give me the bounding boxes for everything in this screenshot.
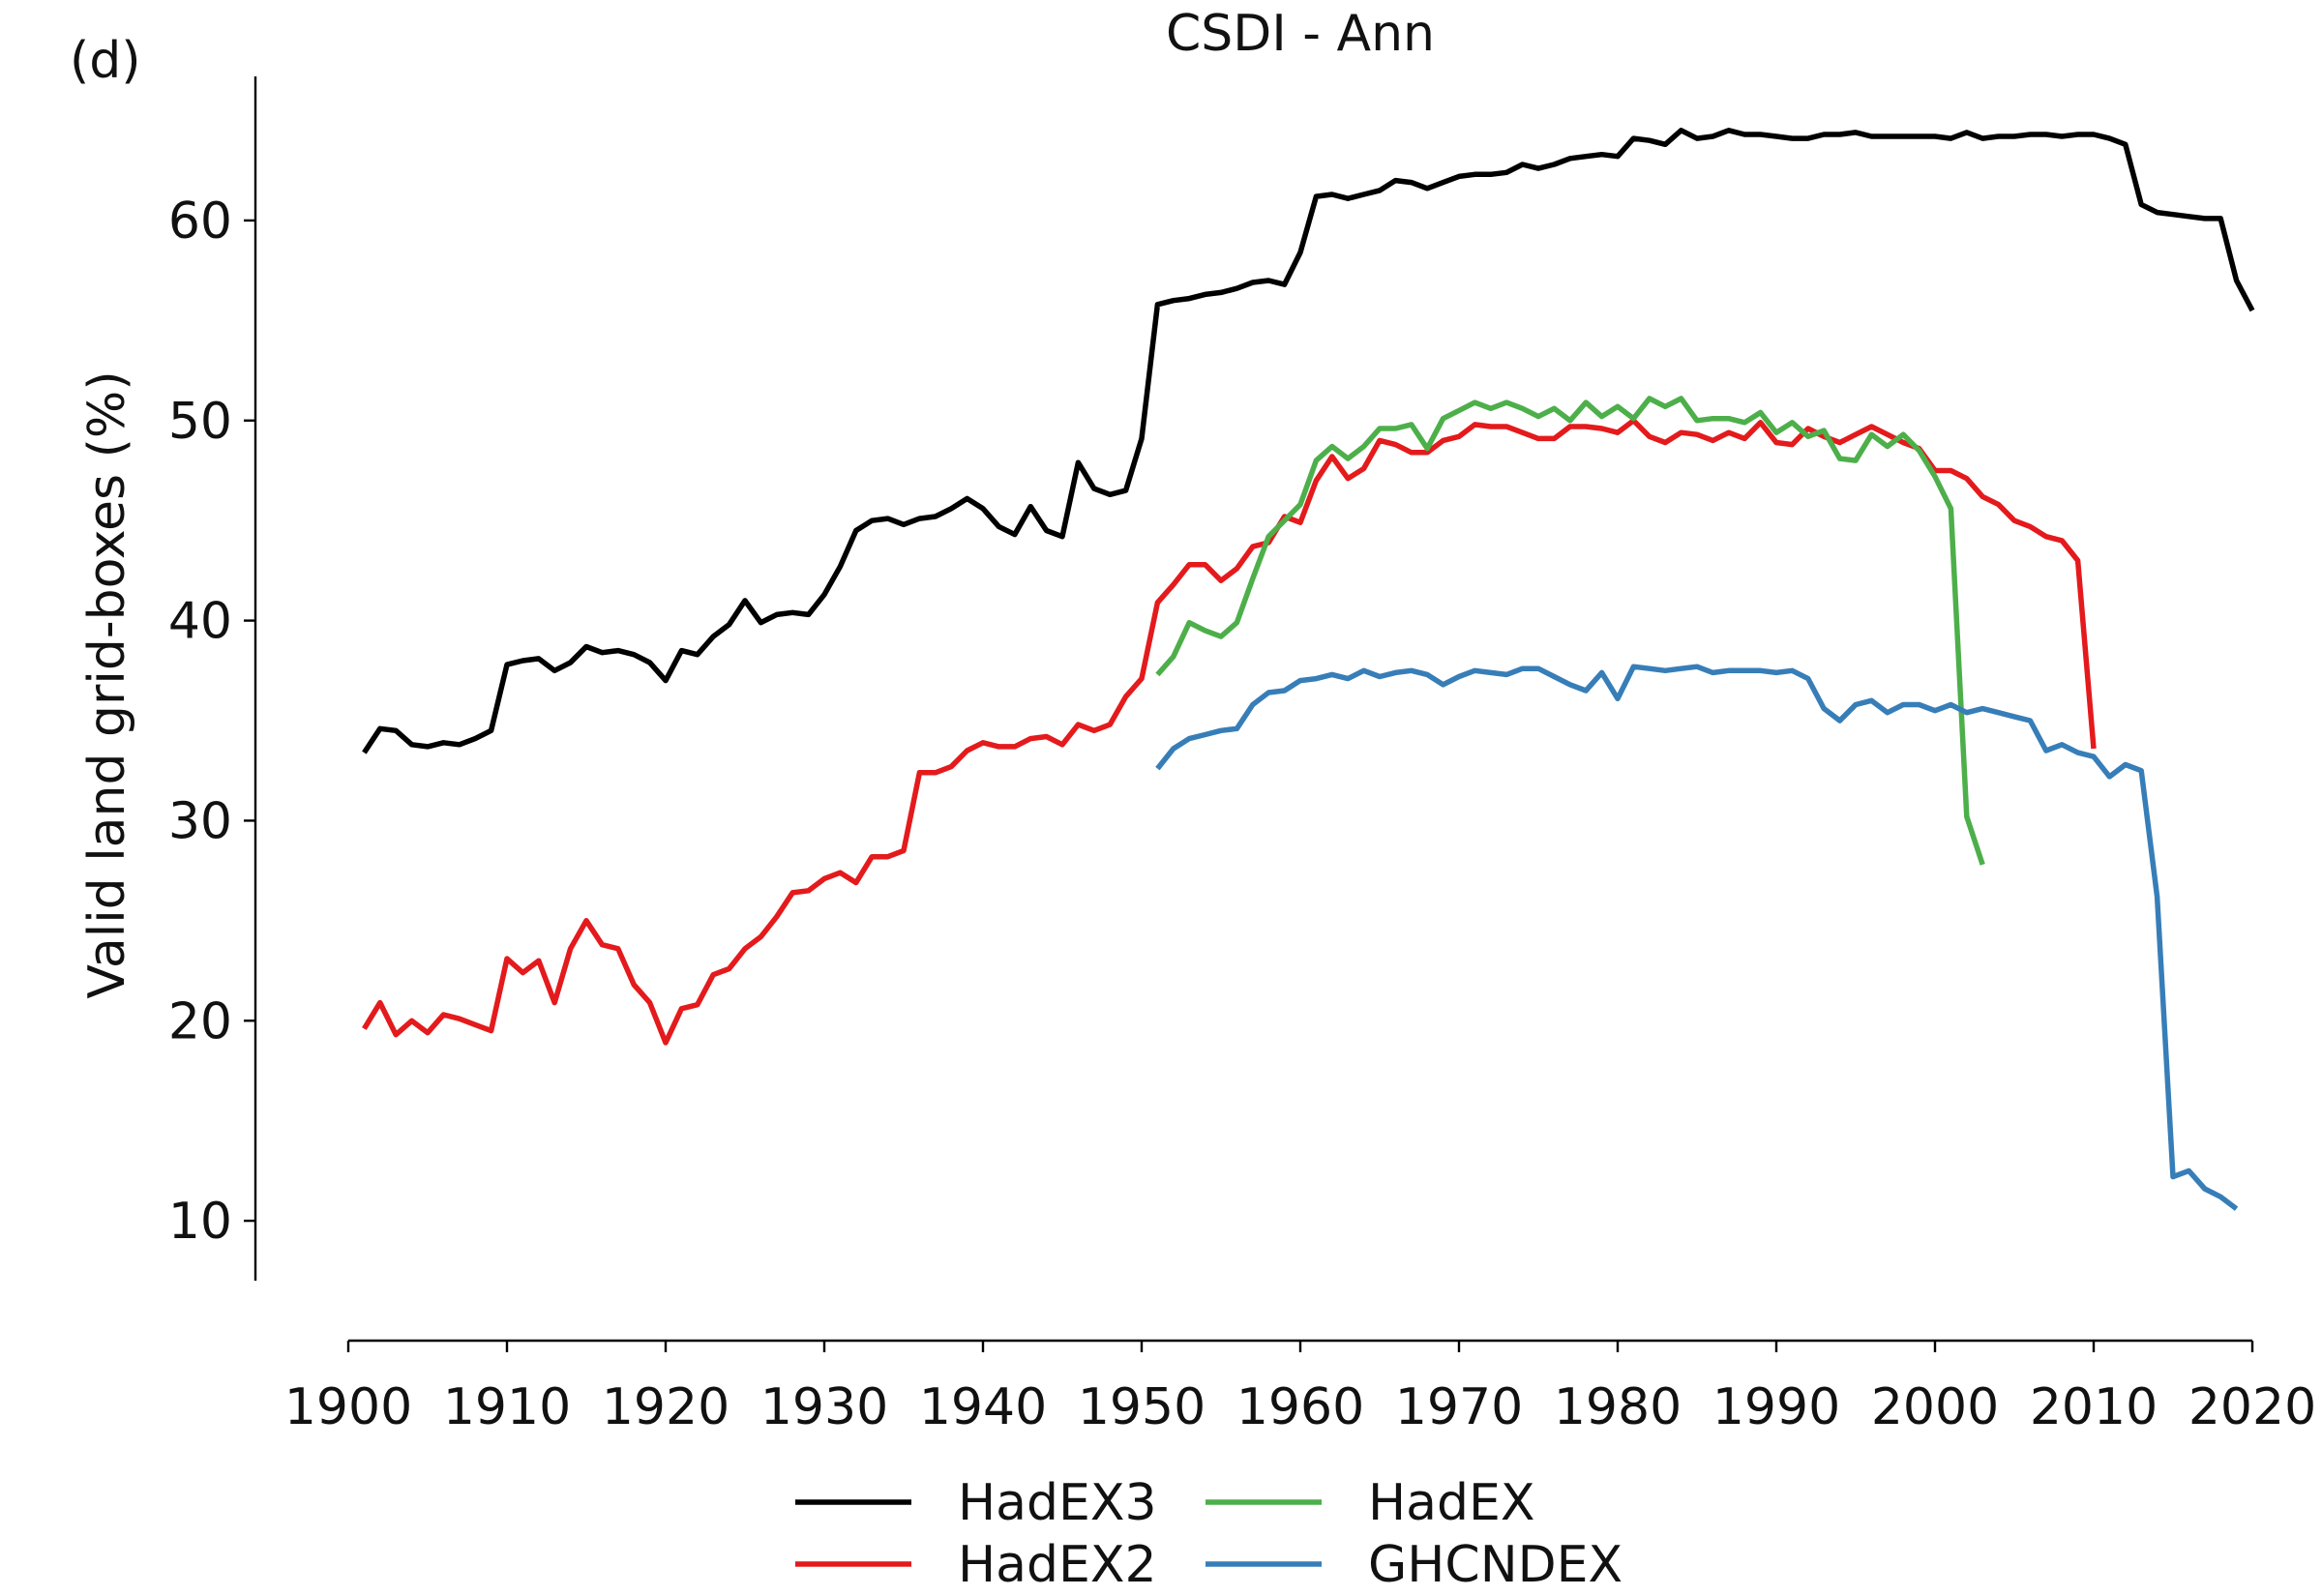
x-tick-label: 1990 — [1712, 1378, 1840, 1436]
series-line-hadex — [1155, 396, 1985, 866]
legend-label-hadex: HadEX — [1368, 1474, 1534, 1532]
legend-label-ghcndex: GHCNDEX — [1368, 1536, 1622, 1594]
axes: 10 20 30 40 50 60 1900 1910 1920 1930 1940 1950 1960… — [168, 76, 2316, 1436]
x-tick-label: 2010 — [2030, 1378, 2158, 1436]
y-tick-label: 20 — [168, 992, 232, 1050]
x-tick-label: 1920 — [602, 1378, 729, 1436]
y-tick-label: 10 — [168, 1193, 232, 1251]
series-line-ghcndex — [1155, 664, 2239, 1211]
x-tick-label: 1940 — [919, 1378, 1047, 1436]
x-tick-label: 1970 — [1395, 1378, 1523, 1436]
y-tick-label: 60 — [168, 192, 232, 251]
x-tick-label: 1910 — [443, 1378, 571, 1436]
x-tick-label: 1900 — [284, 1378, 412, 1436]
legend-label-hadex3: HadEX3 — [958, 1474, 1157, 1532]
x-tick-label: 1960 — [1236, 1378, 1364, 1436]
series-lines — [362, 128, 2255, 1211]
x-tick-label: 2000 — [1871, 1378, 1999, 1436]
panel-label: (d) — [70, 32, 141, 90]
y-axis-label: Valid land grid-boxes (%) — [78, 370, 136, 998]
series-line-hadex3 — [362, 128, 2255, 754]
y-tick-label: 40 — [168, 593, 232, 651]
x-tick-label: 1980 — [1554, 1378, 1682, 1436]
y-tick-label: 30 — [168, 792, 232, 850]
y-tick-label: 50 — [168, 393, 232, 451]
x-tick-label: 1930 — [760, 1378, 888, 1436]
chart-title: CSDI - Ann — [1166, 5, 1435, 63]
x-tick-label: 1950 — [1078, 1378, 1206, 1436]
x-tick-label: 2020 — [2188, 1378, 2316, 1436]
legend-label-hadex2: HadEX2 — [958, 1536, 1157, 1594]
